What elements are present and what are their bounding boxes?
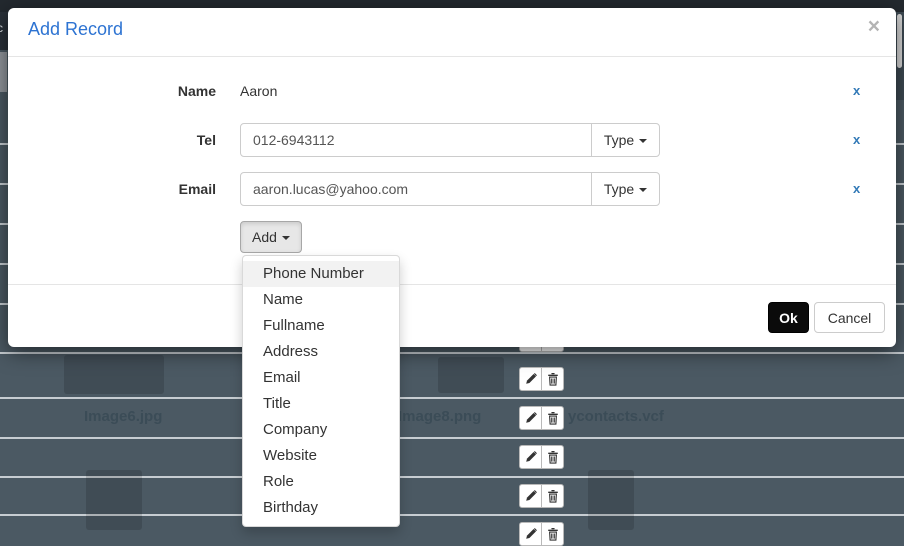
email-field-label: Email (178, 181, 216, 197)
trash-icon (547, 527, 558, 541)
row-edit-button[interactable] (519, 445, 542, 469)
row-delete-button[interactable] (541, 406, 564, 430)
caret-down-icon (281, 236, 290, 241)
left-edge-panel (0, 12, 8, 50)
cancel-button[interactable]: Cancel (814, 302, 885, 333)
row-separator (0, 514, 904, 516)
trash-icon (547, 489, 558, 503)
row-separator (0, 437, 904, 439)
scrollbar-thumb[interactable] (897, 14, 902, 68)
row-separator (0, 476, 904, 478)
row-edit-button[interactable] (519, 484, 542, 508)
pencil-icon (525, 451, 537, 462)
remove-tel-button[interactable]: x (853, 132, 861, 147)
row-delete-button[interactable] (541, 445, 564, 469)
file-thumbnail (64, 355, 164, 394)
remove-name-button[interactable]: x (853, 83, 861, 98)
row-edit-button[interactable] (519, 406, 542, 430)
dropdown-item-title[interactable]: Title (263, 395, 291, 412)
row-separator (0, 352, 904, 354)
tel-input[interactable] (240, 123, 592, 157)
add-field-dropdown-button[interactable]: Add (240, 221, 302, 253)
file-name-label: ycontacts.vcf (568, 408, 664, 425)
dropdown-item-name[interactable]: Name (263, 291, 304, 308)
trash-icon (547, 411, 558, 425)
row-delete-button[interactable] (541, 367, 564, 391)
row-separator (0, 397, 904, 399)
row-delete-button[interactable] (541, 484, 564, 508)
dropdown-item-email[interactable]: Email (263, 369, 301, 386)
modal-footer-divider (8, 284, 896, 285)
modal-title: Add Record (28, 19, 124, 39)
row-edit-button[interactable] (519, 367, 542, 391)
caret-down-icon (639, 188, 648, 193)
row-edit-button[interactable] (519, 522, 542, 546)
add-button-label: Add (252, 229, 277, 245)
dropdown-item-birthday[interactable]: Birthday (263, 499, 319, 516)
file-name-label: Image8.png (398, 408, 482, 425)
name-field-label: Name (177, 83, 216, 99)
file-thumbnail (86, 470, 142, 530)
dropdown-item-phone-number[interactable]: Phone Number (243, 261, 399, 287)
dropdown-item-website[interactable]: Website (263, 447, 317, 464)
remove-email-button[interactable]: x (853, 181, 861, 196)
tel-type-dropdown-button[interactable]: Type (591, 123, 660, 157)
row-delete-button[interactable] (541, 522, 564, 546)
left-edge-button-sliver (0, 52, 7, 92)
row-action-group (519, 406, 564, 430)
ok-button[interactable]: Ok (768, 302, 809, 333)
email-type-dropdown-button[interactable]: Type (591, 172, 660, 206)
trash-icon (547, 372, 558, 386)
dropdown-item-fullname[interactable]: Fullname (263, 317, 325, 334)
pencil-icon (525, 373, 537, 384)
dropdown-item-address[interactable]: Address (263, 343, 319, 360)
row-action-group (519, 367, 564, 391)
row-action-group (519, 445, 564, 469)
add-record-modal: Add Record × Name Aaron x Tel Type x Ema… (8, 8, 896, 347)
pencil-icon (525, 412, 537, 423)
caret-down-icon (639, 139, 648, 144)
name-field-value: Aaron (240, 83, 278, 99)
email-type-label: Type (603, 181, 635, 197)
trash-icon (547, 450, 558, 464)
file-name-label: Image6.jpg (84, 408, 163, 425)
navbar-text-fragment: c (0, 21, 3, 35)
email-input[interactable] (240, 172, 592, 206)
file-thumbnail (588, 470, 634, 530)
file-thumbnail (438, 357, 504, 393)
modal-header: Add Record × (8, 8, 896, 57)
row-action-group (519, 484, 564, 508)
tel-type-label: Type (603, 132, 635, 148)
add-dropdown-menu: Phone Number Name Fullname Address Email Titl… (242, 255, 400, 527)
dropdown-item-role[interactable]: Role (263, 473, 294, 490)
close-icon[interactable]: × (867, 15, 880, 38)
row-action-group (519, 522, 564, 546)
dropdown-item-company[interactable]: Company (263, 421, 328, 438)
tel-field-label: Tel (196, 132, 216, 148)
pencil-icon (525, 490, 537, 501)
